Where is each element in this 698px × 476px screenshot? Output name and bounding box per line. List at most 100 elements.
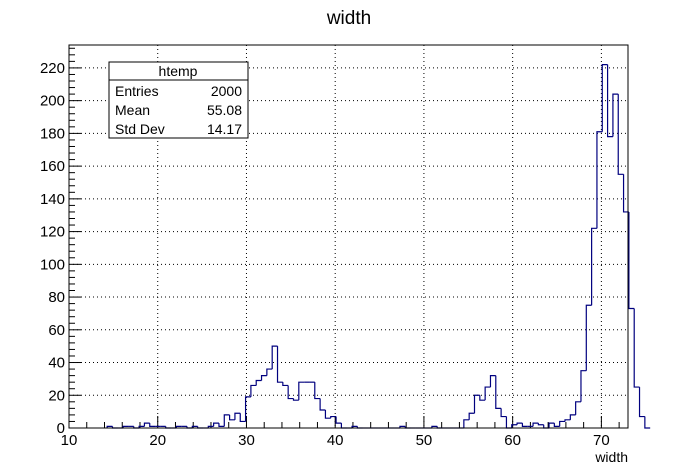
stats-box: htemp Entries 2000 Mean 55.08 Std Dev 14…: [108, 61, 249, 139]
y-tick-label: 160: [40, 158, 65, 175]
plot-frame: [68, 44, 629, 429]
histogram-bin: [575, 401, 581, 415]
histogram-bin: [569, 414, 576, 420]
histogram-bin: [260, 375, 267, 381]
stats-entries-label: Entries: [115, 83, 159, 99]
histogram-bin: [340, 423, 347, 429]
histogram-bin: [553, 423, 560, 427]
histogram-bin: [532, 422, 539, 427]
histogram-bin: [601, 64, 608, 132]
histogram-bin: [292, 398, 299, 401]
histogram-bin: [489, 375, 496, 388]
stats-mean-label: Mean: [115, 102, 150, 118]
histogram-bin: [314, 382, 321, 400]
y-tick-label: 200: [40, 93, 65, 110]
x-tick-label: 70: [593, 432, 610, 449]
histogram-bin: [191, 425, 198, 428]
histogram-bin: [276, 346, 283, 383]
histogram-bin: [122, 425, 129, 428]
histogram-bin: [175, 425, 182, 428]
histogram-bin: [505, 416, 512, 429]
x-tick-label: 30: [238, 432, 255, 449]
histogram-bin: [585, 304, 592, 371]
stats-std-label: Std Dev: [115, 121, 165, 137]
histogram-bin: [606, 64, 613, 138]
histogram-bin: [213, 422, 219, 427]
stats-box-frame: [108, 61, 249, 139]
x-tick-label: 50: [416, 432, 433, 449]
histogram-bin: [559, 420, 565, 427]
histogram-bin: [484, 386, 491, 401]
stats-box-name: htemp: [159, 63, 198, 79]
histogram-bin: [351, 425, 358, 428]
tick-labels: 10 20 30 40 50 60 70 0 20 40 60 80 100 120 140 160 180 20…: [40, 60, 610, 449]
histogram-bin: [298, 381, 305, 401]
histogram-bin: [255, 379, 262, 386]
histogram-bin: [149, 423, 156, 427]
histogram-bin: [223, 414, 230, 427]
histogram-bin: [537, 423, 544, 426]
y-tick-label: 220: [40, 60, 65, 77]
histogram-bin: [282, 382, 289, 387]
histogram-bin: [612, 93, 619, 137]
histogram-bin: [591, 227, 597, 306]
x-tick-label: 40: [327, 432, 344, 449]
y-tick-label: 180: [40, 125, 65, 142]
histogram-bin: [596, 131, 603, 229]
histogram-bin: [495, 375, 502, 409]
histogram-bin: [479, 395, 486, 401]
histogram-bin: [330, 415, 337, 419]
histogram-bin: [617, 94, 624, 175]
histogram-bin: [564, 419, 571, 422]
stats-std-value: 14.17: [207, 121, 242, 137]
histogram-bin: [463, 419, 470, 428]
histogram-bin: [229, 414, 235, 421]
y-tick-label: 120: [40, 224, 65, 241]
histogram-bin: [319, 398, 326, 411]
histogram-bin: [287, 385, 294, 400]
y-tick-label: 80: [48, 289, 65, 306]
histogram-bin: [511, 424, 518, 428]
stats-entries-value: 2000: [211, 83, 242, 99]
histogram-bin: [473, 394, 480, 414]
histogram-bin: [468, 412, 475, 420]
histogram-bin: [638, 387, 645, 418]
histogram-bin: [324, 410, 331, 419]
x-tick-label: 20: [149, 432, 166, 449]
histogram-bin: [580, 370, 587, 402]
histogram-bin: [234, 412, 241, 420]
stats-mean-value: 55.08: [207, 102, 242, 118]
histogram-bin: [644, 416, 651, 429]
histogram-bin: [138, 425, 145, 428]
histogram-bin: [628, 211, 635, 310]
histogram-bin: [250, 384, 257, 397]
histogram-bin: [106, 425, 113, 428]
y-tick-label: 140: [40, 191, 65, 208]
y-tick-label: 40: [48, 355, 65, 372]
histogram-bin: [207, 425, 214, 428]
histogram-bin: [271, 345, 278, 370]
y-tick-label: 20: [48, 387, 65, 404]
histogram-bin: [548, 422, 555, 428]
histogram-bin: [143, 422, 150, 427]
y-tick-label: 100: [40, 256, 65, 273]
y-tick-label: 0: [57, 420, 65, 437]
chart-title: width: [326, 8, 371, 29]
histogram-bin: [500, 408, 507, 418]
histogram-bin: [335, 416, 342, 424]
x-tick-label: 10: [61, 432, 78, 449]
histogram-bin: [218, 423, 225, 427]
histogram-bin: [239, 413, 246, 423]
y-tick-label: 60: [48, 322, 65, 339]
histogram-bin: [244, 396, 251, 422]
x-tick-label: 60: [504, 432, 521, 449]
histogram-bin: [266, 368, 273, 376]
axis-ticks: [68, 47, 620, 429]
histogram-bin: [521, 423, 528, 427]
histogram-bin: [399, 425, 406, 428]
histogram-bin: [622, 174, 629, 213]
histogram-bin: [431, 425, 438, 428]
x-axis-title: width: [594, 449, 628, 465]
